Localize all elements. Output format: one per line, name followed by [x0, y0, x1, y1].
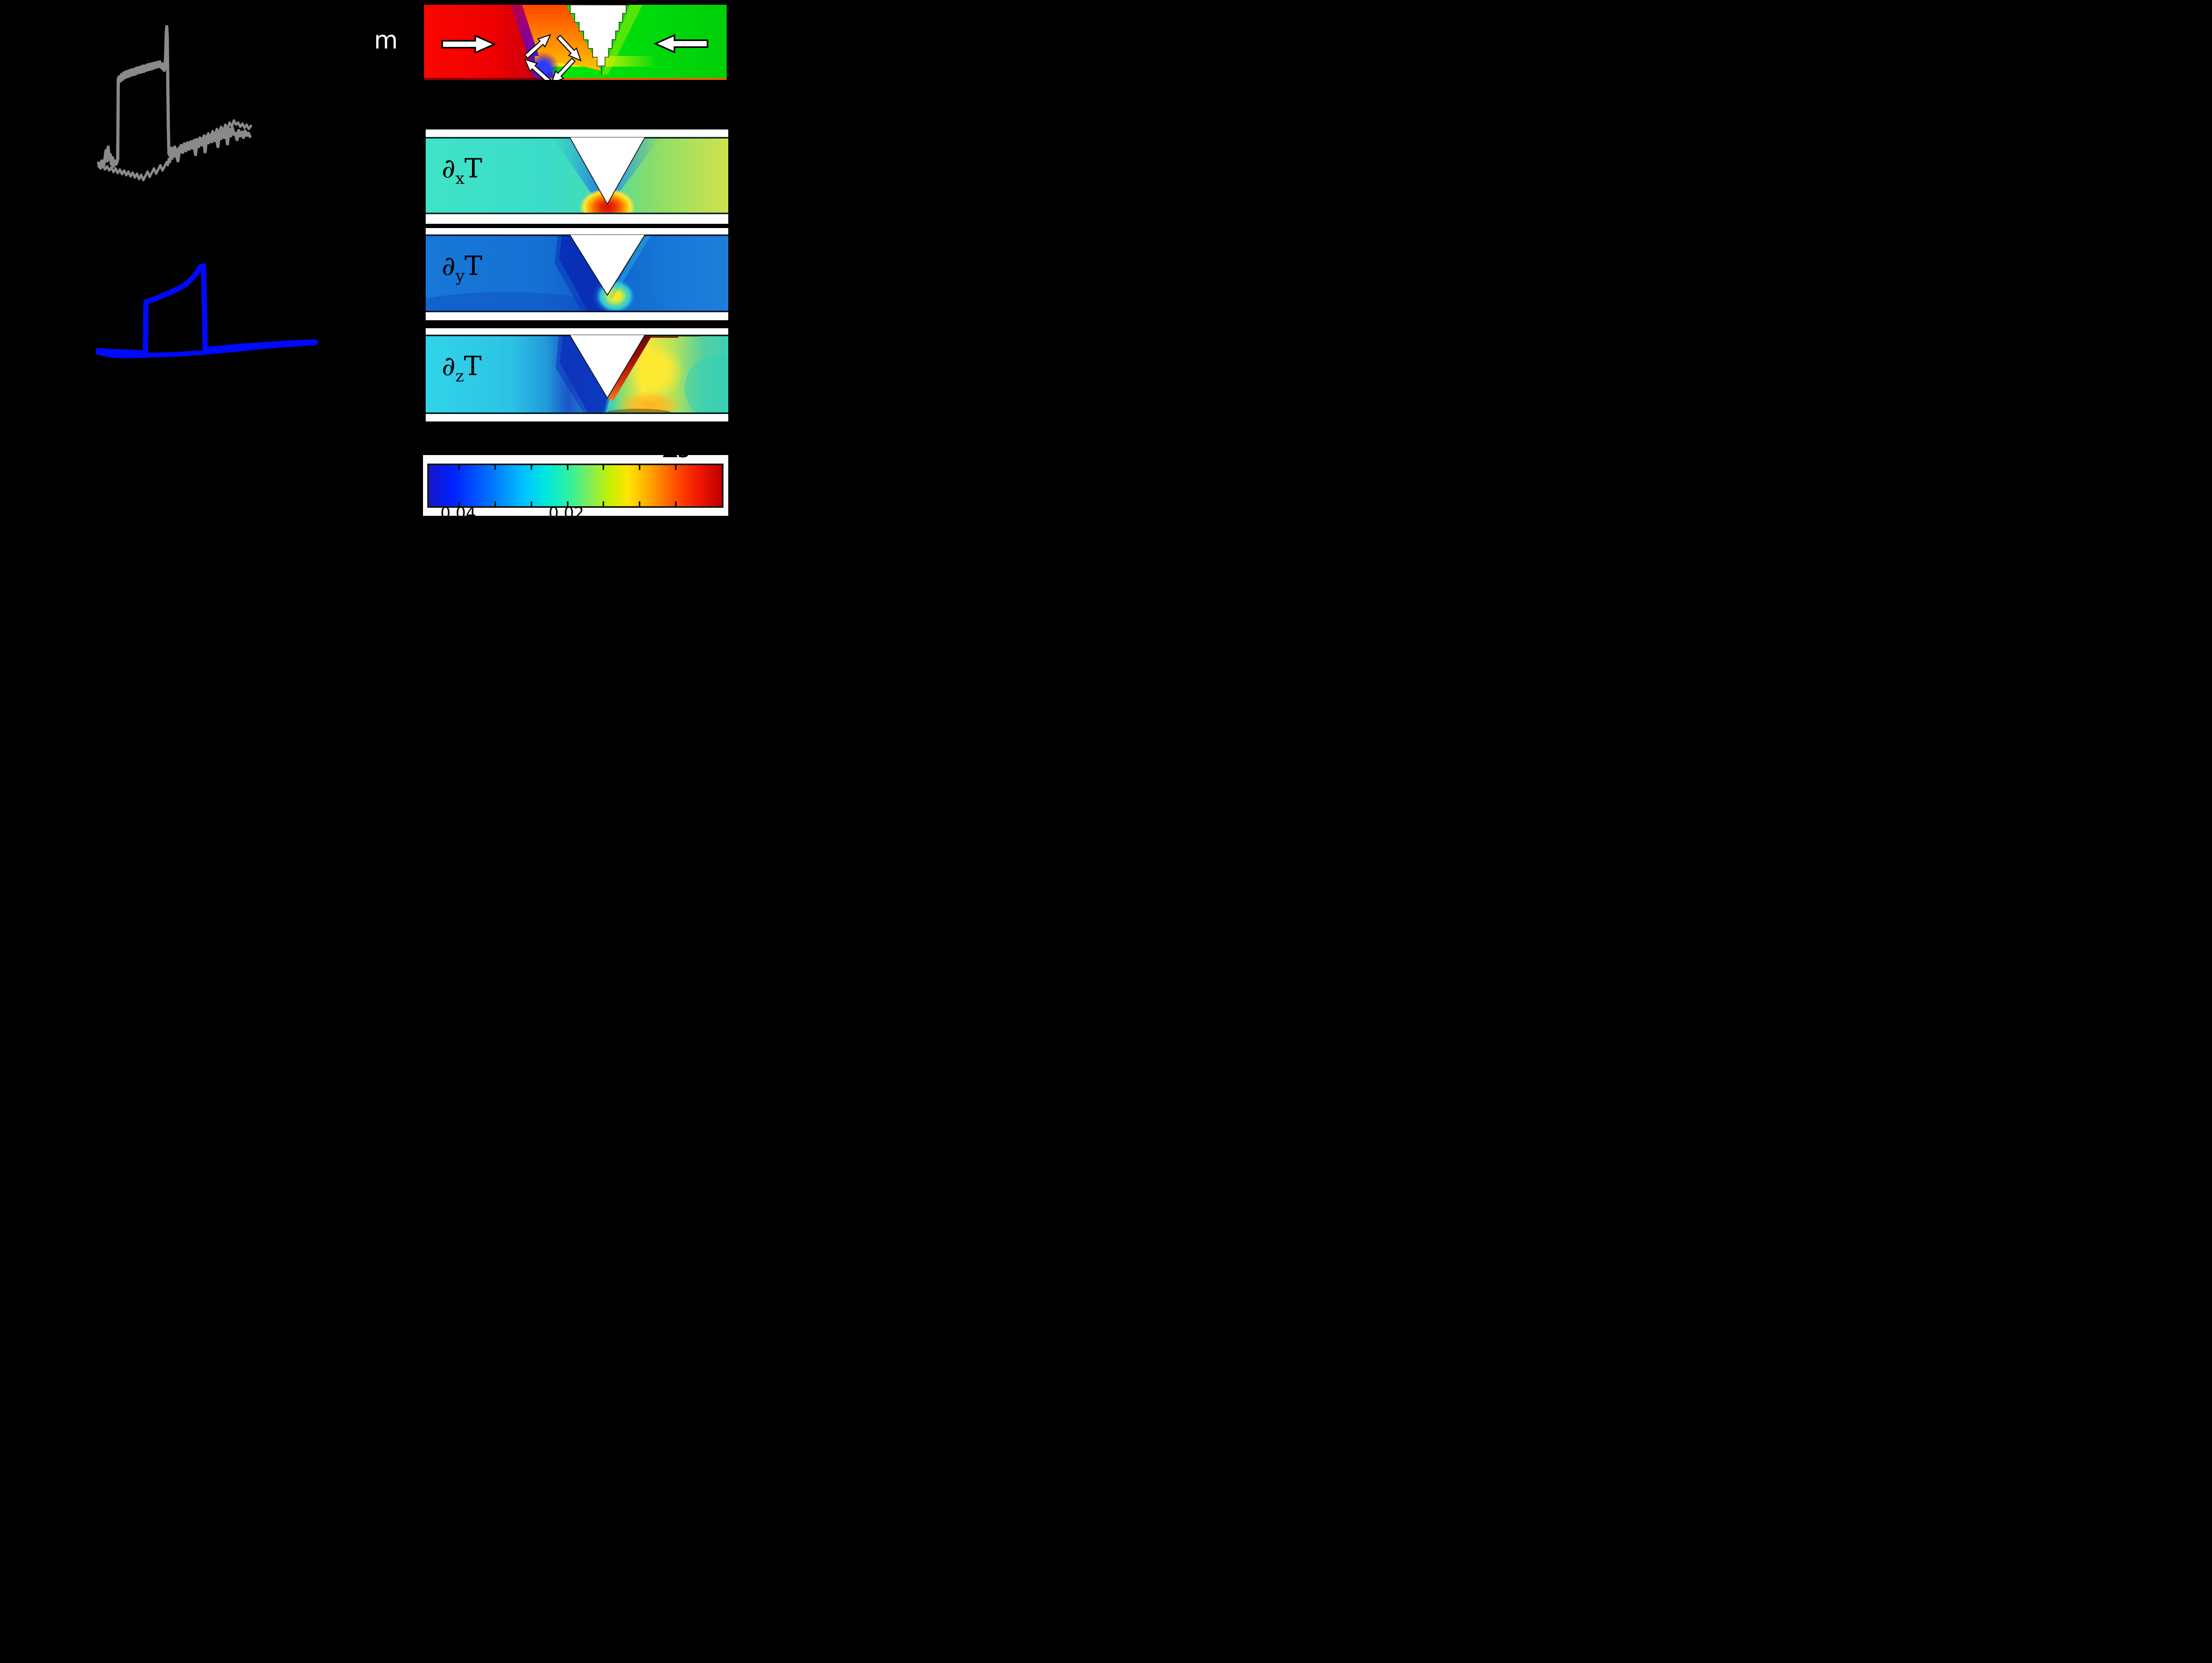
colorbar	[427, 464, 723, 508]
colorbar-tick	[458, 465, 460, 470]
colorbar-ticklabel-clipped: 0.04	[440, 504, 476, 523]
colorbar-exponent-label-clipped: Δs	[663, 440, 689, 462]
colorbar-tick	[458, 501, 460, 506]
gray-pulse-trace	[97, 25, 251, 168]
dzT-teal-wash	[685, 355, 728, 414]
dyT-bottom-wash	[426, 292, 617, 312]
dzT-notch	[569, 335, 646, 399]
dyT-heatmap	[426, 234, 728, 312]
dyT-edge-streak	[609, 234, 652, 299]
m-bottom-strip-left	[424, 78, 548, 80]
m-heatmap-panel	[424, 5, 727, 80]
colorbar-tick	[530, 465, 532, 470]
m-notch	[565, 5, 630, 75]
m-vortex-core	[527, 52, 559, 80]
colorbar-tick	[494, 465, 496, 470]
dzT-yellow-bloom	[625, 340, 687, 402]
dxT-panel: ∂xT	[426, 129, 728, 224]
dzT-label: ∂zT	[442, 351, 482, 386]
colorbar-tick	[566, 501, 568, 506]
dyT-notch	[569, 234, 646, 296]
dxT-notch	[569, 137, 646, 205]
gray-trace-chart	[97, 25, 253, 182]
dxT-blue-right-lobe	[608, 137, 661, 202]
dyT-panel: ∂yT	[426, 228, 728, 320]
m-bottom-strip	[548, 78, 727, 80]
colorbar-tick	[603, 465, 605, 470]
colorbar-tick	[603, 501, 605, 506]
m-notch-right-tint	[601, 5, 643, 75]
dyT-label: ∂yT	[442, 250, 483, 286]
colorbar-tick	[530, 501, 532, 506]
colorbar-ticklabel-clipped: 0.02	[548, 504, 584, 523]
colorbar-tick	[639, 465, 641, 470]
colorbar-tick	[675, 465, 677, 470]
dzT-panel: ∂zT	[426, 328, 728, 421]
dzT-red-ribbon	[607, 335, 653, 401]
blue-pulse-curve	[96, 263, 318, 355]
m-panel-label: m	[374, 26, 398, 54]
dzT-orange-patch	[611, 389, 688, 414]
blue-curve-chart	[96, 263, 318, 359]
dzT-navy-wedge	[560, 335, 607, 414]
colorbar-tick	[566, 465, 568, 470]
dxT-label: ∂xT	[442, 153, 483, 188]
colorbar-tick	[494, 501, 496, 506]
dzT-heatmap	[426, 335, 728, 414]
colorbar-panel	[423, 455, 728, 516]
figure-canvas: m	[0, 0, 737, 554]
colorbar-tick	[675, 501, 677, 506]
dxT-heatmap	[426, 137, 728, 214]
colorbar-tick	[639, 501, 641, 506]
